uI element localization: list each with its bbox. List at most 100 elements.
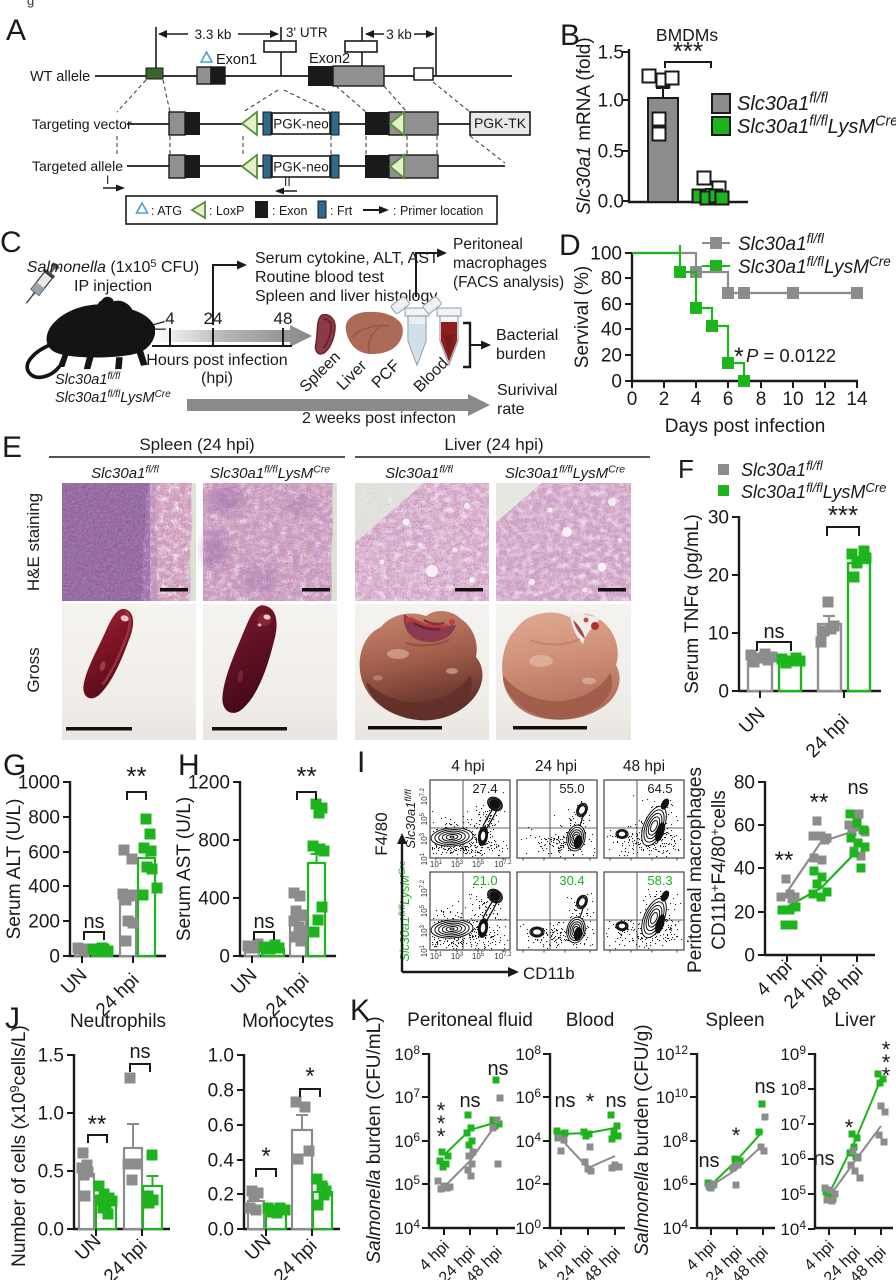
svg-text:0: 0	[219, 947, 230, 968]
svg-text:F4/80: F4/80	[372, 812, 391, 855]
svg-text:108: 108	[394, 1043, 420, 1064]
svg-text:Slc30a1fl/flLysMCre: Slc30a1fl/flLysMCre	[737, 113, 896, 138]
svg-text:UN: UN	[735, 704, 769, 738]
svg-text:: LoxP: : LoxP	[209, 204, 244, 218]
svg-text:3' UTR: 3' UTR	[286, 25, 328, 40]
svg-text:21.0: 21.0	[472, 873, 497, 888]
svg-text:200: 200	[28, 912, 60, 933]
svg-text:B: B	[560, 19, 580, 52]
svg-text:**: **	[126, 761, 146, 791]
svg-text:106: 106	[515, 1086, 541, 1107]
svg-text:Bacterial: Bacterial	[496, 327, 558, 344]
svg-text:ns: ns	[813, 1148, 834, 1170]
svg-text:CD11b+F4/80+cells: CD11b+F4/80+cells	[707, 790, 730, 950]
svg-text:ns: ns	[698, 1150, 719, 1172]
svg-text:58.3: 58.3	[647, 873, 672, 888]
svg-text:UN: UN	[227, 965, 261, 999]
svg-text:Gross: Gross	[24, 647, 43, 692]
svg-text:Spleen: Spleen	[297, 349, 344, 396]
svg-text:Serum AST (U/L): Serum AST (U/L)	[174, 797, 195, 941]
svg-text:Slc30a1fl/flLysMCre: Slc30a1fl/flLysMCre	[505, 464, 625, 482]
svg-text:30: 30	[708, 508, 729, 529]
svg-text:Slc30a1fl/fl: Slc30a1fl/fl	[55, 371, 121, 388]
svg-text:H: H	[178, 749, 200, 782]
svg-text:105: 105	[472, 860, 485, 869]
svg-text:ns: ns	[129, 1041, 150, 1063]
svg-text:101: 101	[430, 952, 443, 961]
svg-text:Peritoneal fluid: Peritoneal fluid	[407, 1010, 533, 1031]
svg-text:109: 109	[780, 1043, 806, 1064]
svg-text:102: 102	[515, 1173, 541, 1194]
svg-text:Serum ALT (U/L): Serum ALT (U/L)	[4, 799, 25, 940]
svg-text:600: 600	[28, 843, 60, 864]
svg-text:*: *	[261, 1143, 270, 1170]
svg-text:1.0: 1.0	[208, 1046, 234, 1067]
svg-text:10: 10	[708, 624, 729, 645]
svg-text:ns: ns	[459, 1090, 480, 1112]
svg-text:1.5: 1.5	[38, 1046, 64, 1067]
svg-text:PGK-TK: PGK-TK	[474, 115, 527, 131]
svg-text:Serum TNFα (pg/mL): Serum TNFα (pg/mL)	[682, 514, 703, 694]
svg-text:107.2: 107.2	[494, 952, 512, 961]
svg-text:0.6: 0.6	[208, 1116, 234, 1137]
svg-text:PGK-neo: PGK-neo	[273, 160, 329, 175]
svg-text:burden: burden	[496, 346, 546, 363]
svg-text:20: 20	[734, 903, 755, 924]
svg-text:400: 400	[198, 889, 230, 910]
svg-text:Slc30a1fl/fl: Slc30a1fl/fl	[385, 464, 453, 482]
svg-text:Days post infection: Days post infection	[665, 416, 826, 437]
svg-text:: Exon: : Exon	[272, 204, 307, 218]
svg-text:Liver: Liver	[834, 1010, 876, 1031]
svg-text:C: C	[0, 226, 22, 259]
svg-text:40: 40	[601, 320, 622, 341]
svg-text:48 hpi: 48 hpi	[623, 758, 665, 775]
svg-text:1012: 1012	[656, 1043, 689, 1064]
svg-text:Routine blood test: Routine blood test	[255, 269, 385, 286]
svg-text:(hpi): (hpi)	[201, 370, 233, 387]
svg-text:Peritoneal: Peritoneal	[453, 236, 523, 253]
svg-text:Targeting vector: Targeting vector	[32, 116, 132, 132]
svg-text:CD11b: CD11b	[523, 964, 575, 983]
svg-text:PCF: PCF	[369, 357, 404, 392]
svg-text:*: *	[882, 1063, 891, 1088]
svg-text:ns: ns	[605, 1090, 626, 1112]
svg-text:20: 20	[708, 566, 729, 587]
svg-text:80: 80	[734, 773, 755, 794]
svg-text:107: 107	[394, 1086, 420, 1107]
svg-text:800: 800	[198, 831, 230, 852]
svg-text:14: 14	[846, 389, 868, 410]
svg-text:800: 800	[28, 808, 60, 829]
svg-text:***: ***	[828, 500, 858, 530]
svg-text:(FACS analysis): (FACS analysis)	[453, 274, 564, 291]
svg-text:64.5: 64.5	[647, 781, 672, 796]
svg-text:2: 2	[659, 389, 670, 410]
svg-text:0.2: 0.2	[208, 1185, 234, 1206]
svg-text:105: 105	[394, 1173, 420, 1194]
svg-text:UN: UN	[241, 1231, 275, 1265]
svg-text:Slc30a1fl/flLysMCre: Slc30a1fl/flLysMCre	[210, 464, 330, 482]
svg-text:*: *	[305, 1063, 314, 1090]
svg-text:20: 20	[601, 346, 622, 367]
svg-text:100: 100	[515, 1217, 541, 1238]
svg-text:J: J	[5, 1002, 20, 1035]
svg-text:30.4: 30.4	[559, 873, 584, 888]
svg-text:H&E staining: H&E staining	[24, 493, 43, 591]
svg-text:Slc30a1fl/fl: Slc30a1fl/fl	[738, 231, 825, 255]
svg-text:Servival (%): Servival (%)	[572, 266, 593, 368]
svg-text:ns: ns	[253, 911, 274, 933]
svg-text:1.0: 1.0	[38, 1104, 64, 1125]
svg-text:*: *	[437, 1098, 446, 1123]
svg-text:101: 101	[420, 852, 429, 865]
svg-text:105: 105	[420, 904, 429, 917]
svg-text:ns: ns	[763, 621, 784, 643]
svg-text:Slc30a1fl/flLysMCre: Slc30a1fl/flLysMCre	[741, 480, 886, 502]
svg-text:0: 0	[744, 946, 755, 967]
svg-text:D: D	[559, 229, 581, 262]
svg-text:0: 0	[718, 682, 729, 703]
svg-text:106: 106	[662, 1173, 688, 1194]
svg-text:**: **	[775, 847, 794, 874]
svg-text:Spleen and liver histology: Spleen and liver histology	[255, 288, 437, 305]
svg-text:104: 104	[662, 1217, 688, 1238]
svg-text:106: 106	[780, 1148, 806, 1169]
svg-text:27.4: 27.4	[472, 781, 497, 796]
